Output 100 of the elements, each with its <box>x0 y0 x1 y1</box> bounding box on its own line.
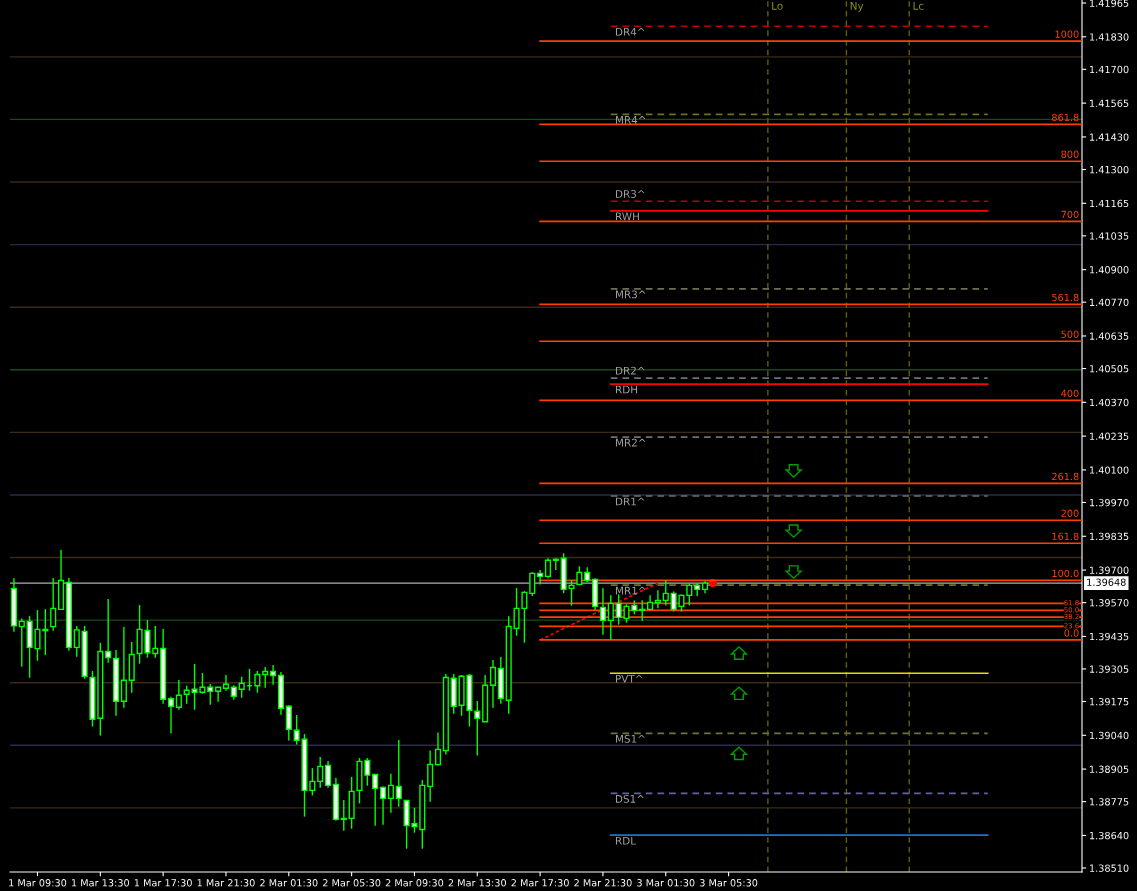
candlestick <box>529 571 536 597</box>
annotation: MR2^ <box>615 438 646 447</box>
annotation: MR3^ <box>615 290 646 299</box>
x-tick-label: 2 Mar 01:30 <box>260 879 318 887</box>
candlestick <box>215 686 222 703</box>
annotation: 800 <box>1061 150 1079 158</box>
y-tick-label: 1.38775 <box>1090 798 1129 806</box>
candlestick <box>73 625 80 658</box>
x-tick-label: 3 Mar 01:30 <box>637 879 695 887</box>
candlestick <box>120 626 127 709</box>
annotation: RDL <box>615 836 636 845</box>
annotation: 861.8 <box>1052 113 1079 122</box>
candlestick <box>152 625 159 659</box>
candlestick <box>544 557 552 580</box>
annotation: 161.8 <box>1052 532 1079 541</box>
candlestick <box>654 589 661 610</box>
y-tick-label: 1.38510 <box>1090 864 1129 872</box>
candlestick <box>662 579 669 607</box>
ref-line-label: 1.39648 <box>1087 578 1126 586</box>
x-tick-label: 1 Mar 09:30 <box>9 879 67 887</box>
x-tick-label: 2 Mar 21:30 <box>574 879 632 887</box>
y-tick-label: 1.39700 <box>1090 566 1129 574</box>
y-tick-label: 1.40505 <box>1090 365 1129 373</box>
annotation: RWH <box>615 212 639 221</box>
annotation: 1000 <box>1055 30 1079 38</box>
y-tick-label: 1.38905 <box>1090 765 1129 773</box>
candlestick <box>262 666 269 689</box>
candlestick <box>175 679 182 711</box>
annotation: DR2^ <box>615 366 645 375</box>
candlestick <box>18 617 25 668</box>
candlestick <box>372 773 379 827</box>
candlestick <box>50 577 57 632</box>
annotation: 561.8 <box>1052 293 1079 302</box>
candlestick <box>105 598 112 664</box>
y-tick-label: 1.39835 <box>1090 532 1129 541</box>
candlestick <box>434 731 442 767</box>
annotation: MS1^ <box>615 734 645 743</box>
y-tick-label: 1.40770 <box>1090 298 1129 307</box>
candlestick <box>395 739 402 808</box>
candlestick <box>599 587 606 636</box>
candlestick <box>238 676 245 699</box>
annotation: DR3^ <box>615 190 645 198</box>
y-tick-label: 1.41965 <box>1090 0 1129 7</box>
annotation: 700 <box>1061 210 1079 219</box>
candlestick <box>427 749 434 803</box>
y-tick-label: 1.40370 <box>1090 398 1129 407</box>
annotation: RDH <box>615 385 638 394</box>
x-tick-label: 2 Mar 09:30 <box>385 879 444 887</box>
candlestick <box>340 799 347 832</box>
candlestick <box>285 704 292 742</box>
annotation: DR4^ <box>615 28 645 36</box>
ref-line-label: Ny <box>850 2 864 12</box>
candlestick <box>537 569 544 586</box>
y-tick-label: 1.41300 <box>1090 165 1129 174</box>
y-tick-label: 1.41035 <box>1090 232 1129 240</box>
candlestick <box>552 557 559 571</box>
candlestick <box>317 756 324 789</box>
x-tick-label: 2 Mar 17:30 <box>511 879 569 887</box>
annotation: 100.0 <box>1052 569 1079 578</box>
y-tick-label: 1.41165 <box>1090 199 1129 208</box>
y-tick-label: 1.40900 <box>1090 266 1129 274</box>
annotation: 500 <box>1061 330 1079 338</box>
candlestick <box>474 700 481 757</box>
x-tick-label: 1 Mar 17:30 <box>134 879 192 887</box>
x-tick-label: 3 Mar 05:30 <box>699 879 758 887</box>
y-tick-label: 1.39570 <box>1090 599 1129 607</box>
annotation: MR1^ <box>615 586 646 595</box>
y-tick-label: 1.41430 <box>1090 133 1129 141</box>
annotation: DS1^ <box>615 794 644 803</box>
candlestick <box>387 773 394 814</box>
candlestick <box>207 683 214 706</box>
annotation: DR1^ <box>615 497 645 506</box>
candlestick <box>325 760 332 789</box>
y-tick-label: 1.41700 <box>1090 65 1129 74</box>
ref-line-label: Lo <box>772 2 783 10</box>
candlestick <box>607 594 614 641</box>
candlestick <box>379 785 387 826</box>
y-tick-label: 1.39435 <box>1090 632 1129 641</box>
candlestick <box>639 599 646 622</box>
y-tick-label: 1.40235 <box>1090 432 1129 440</box>
candlestick <box>489 659 497 709</box>
ref-line-label: Lc <box>913 2 924 10</box>
candlestick <box>183 685 190 705</box>
annotation: 0.0 <box>1064 629 1079 637</box>
y-tick-label: 1.41565 <box>1090 99 1129 107</box>
y-tick-label: 1.39175 <box>1090 697 1129 706</box>
candlestick <box>254 670 261 694</box>
annotation: MR4^ <box>615 116 646 124</box>
x-tick-label: 2 Mar 05:30 <box>322 879 381 887</box>
annotation: PVT^ <box>615 674 643 683</box>
candlestick <box>167 696 175 735</box>
y-tick-label: 1.40100 <box>1090 466 1129 474</box>
x-tick-label: 2 Mar 13:30 <box>448 879 506 887</box>
x-tick-label: 1 Mar 13:30 <box>72 879 130 887</box>
candlestick <box>270 664 277 686</box>
y-tick-label: 1.38640 <box>1090 831 1129 840</box>
y-tick-label: 1.39970 <box>1090 498 1129 507</box>
y-tick-label: 1.41830 <box>1090 33 1129 41</box>
y-tick-label: 1.39040 <box>1090 731 1129 740</box>
x-tick-label: 1 Mar 21:30 <box>197 879 255 887</box>
